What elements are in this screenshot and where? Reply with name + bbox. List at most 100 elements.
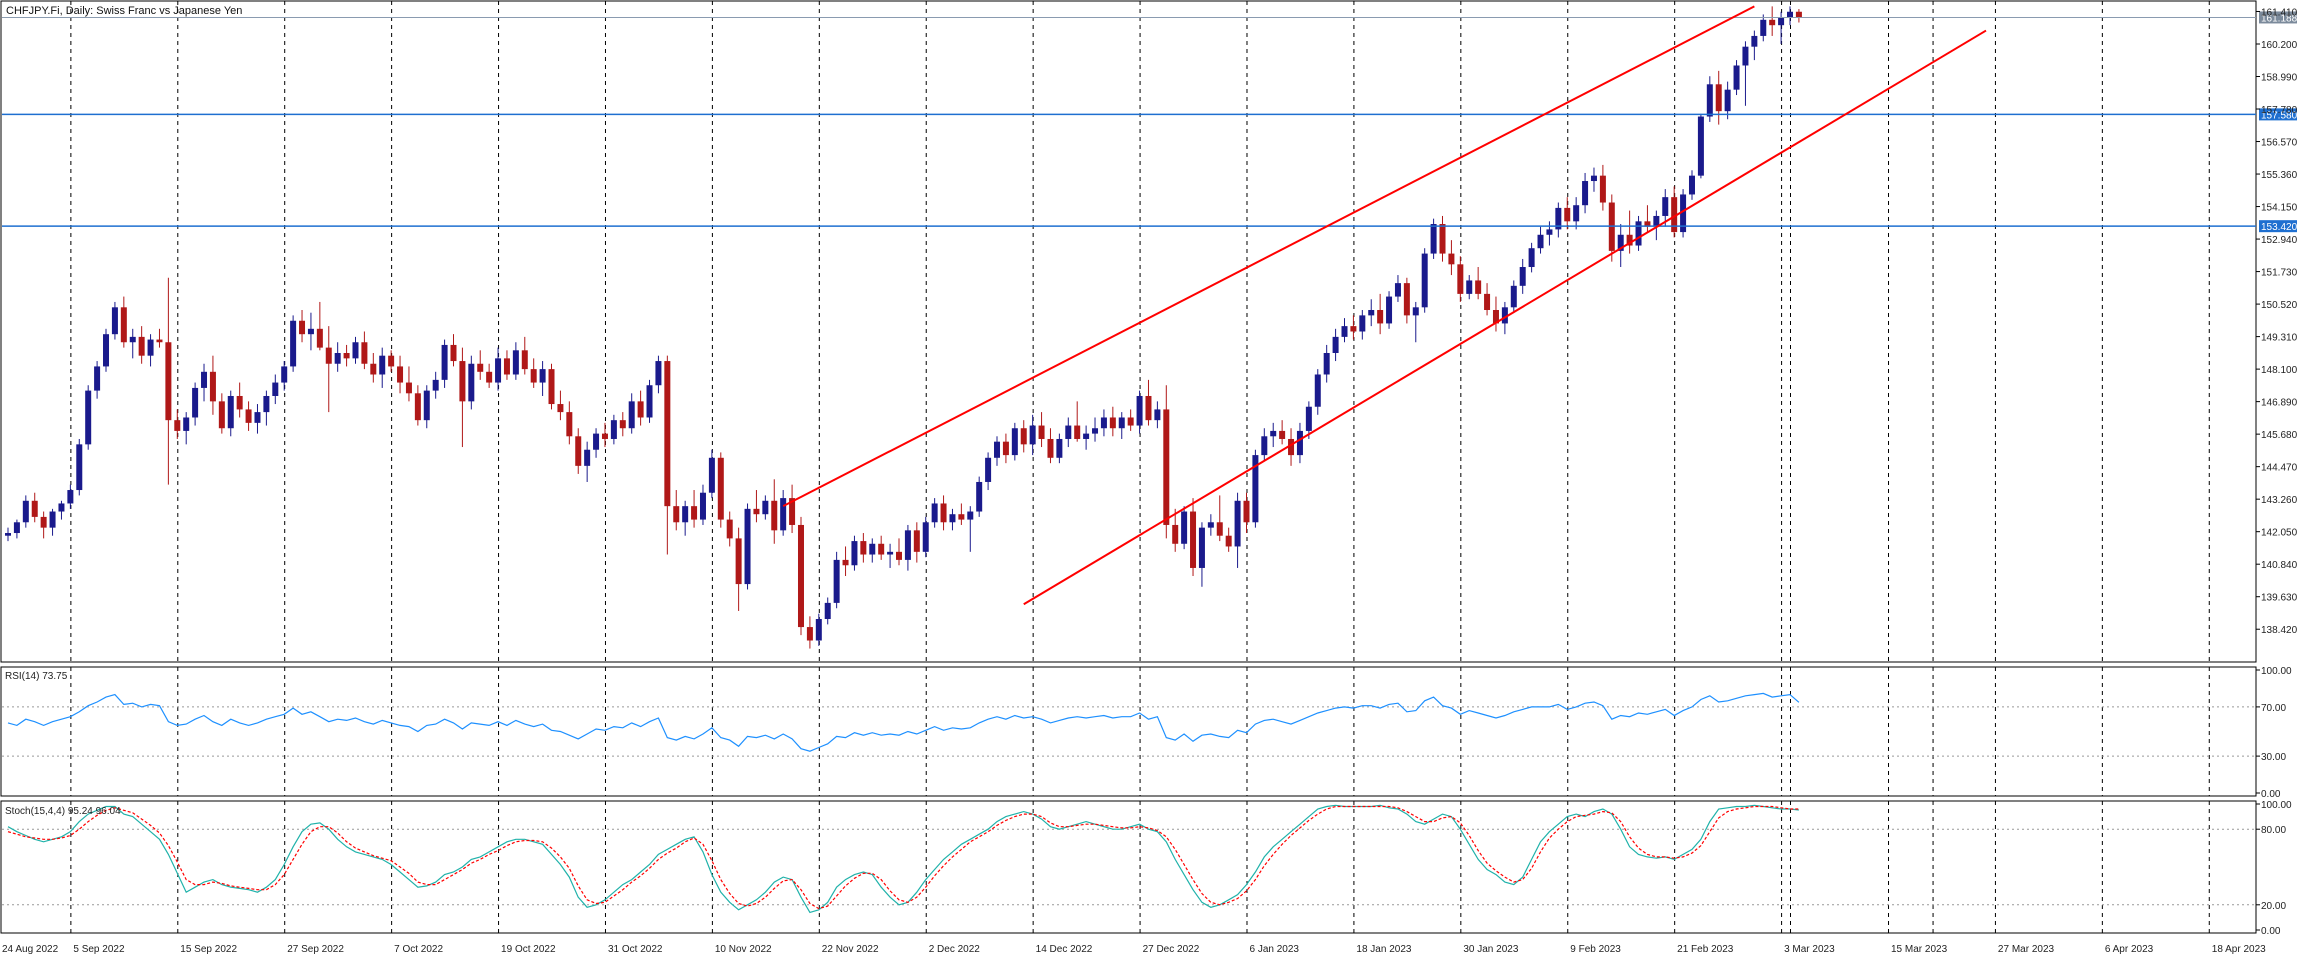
- price-tick-label: 152.940: [2261, 235, 2298, 246]
- candle: [272, 374, 279, 405]
- candle: [1653, 210, 1660, 241]
- candle: [1270, 422, 1277, 448]
- candle-body: [1011, 428, 1018, 456]
- candle-body: [913, 530, 920, 552]
- horizontal-lines[interactable]: 157.580 153.420 161.188: [2, 11, 2298, 233]
- candle-body: [1662, 197, 1669, 216]
- candle: [1109, 406, 1116, 437]
- candle: [887, 543, 894, 568]
- candle-body: [762, 500, 769, 515]
- candle: [1457, 256, 1464, 302]
- price-tick-label: 139.630: [2261, 593, 2298, 604]
- candle: [1074, 401, 1081, 442]
- candle-body: [1653, 215, 1660, 227]
- candle: [815, 613, 822, 646]
- candle: [397, 355, 404, 394]
- candle: [940, 495, 947, 531]
- candle-body: [307, 328, 314, 335]
- candle: [1323, 344, 1330, 383]
- x-tick-label: 18 Jan 2023: [1356, 944, 1411, 955]
- candle: [111, 301, 118, 340]
- candle: [1403, 277, 1410, 324]
- candle-body: [593, 433, 600, 450]
- trendline[interactable]: [1023, 29, 1987, 606]
- candle: [147, 334, 154, 367]
- candle: [1528, 242, 1535, 273]
- candle: [1368, 299, 1375, 327]
- candle-body: [994, 441, 1001, 458]
- candle-body: [575, 436, 582, 466]
- candle-body: [503, 358, 510, 375]
- candle: [1546, 221, 1553, 246]
- candle-body: [1368, 310, 1375, 316]
- trendline[interactable]: [782, 5, 1755, 508]
- candle: [1288, 428, 1295, 466]
- price-tick-label: 160.200: [2261, 40, 2298, 51]
- candle-body: [521, 350, 528, 370]
- candle: [495, 347, 502, 391]
- price-tick-label: 140.840: [2261, 560, 2298, 571]
- x-tick-label: 3 Mar 2023: [1784, 944, 1835, 955]
- candle-body: [5, 533, 11, 536]
- trendlines[interactable]: [782, 5, 1987, 606]
- candle-body: [1635, 221, 1642, 246]
- candle: [76, 438, 83, 496]
- rsi-tick-label: 70.00: [2261, 703, 2286, 714]
- candle: [414, 385, 421, 426]
- candle: [1394, 275, 1401, 302]
- stoch-panel[interactable]: 100.00 80.00 20.00 0.00 Stoch(15,4,4) 95.24…: [0, 800, 2292, 937]
- stoch-grid: [70, 801, 2210, 933]
- candle: [1163, 385, 1170, 539]
- candle-body: [1243, 500, 1250, 523]
- candle-body: [1644, 221, 1651, 227]
- candle-body: [111, 307, 118, 335]
- candle-body: [40, 516, 47, 528]
- candle: [1314, 369, 1321, 415]
- candle-body: [1386, 296, 1393, 324]
- candle-body: [1466, 280, 1473, 294]
- stoch-axis: 100.00 80.00 20.00 0.00: [2256, 800, 2292, 937]
- candle: [1635, 215, 1642, 251]
- candle-body: [557, 404, 564, 413]
- candle-body: [1510, 285, 1517, 308]
- candle: [682, 500, 689, 536]
- chart-title: CHFJPY.Fi, Daily: Swiss Franc vs Japanes…: [6, 5, 242, 17]
- candle-body: [1038, 425, 1045, 439]
- candle: [1279, 420, 1286, 445]
- candle: [1234, 492, 1241, 568]
- x-tick-label: 10 Nov 2022: [715, 944, 772, 955]
- candle-body: [1688, 175, 1695, 195]
- candle-body: [1207, 522, 1214, 528]
- candle: [1439, 215, 1446, 262]
- candle: [22, 495, 29, 528]
- candle-body: [1118, 417, 1125, 429]
- candle-body: [1181, 511, 1188, 544]
- candle: [379, 347, 386, 388]
- candle: [976, 476, 983, 517]
- candle: [904, 524, 911, 571]
- candle: [521, 336, 528, 375]
- candle-body: [1065, 425, 1072, 439]
- candle: [1412, 301, 1419, 343]
- hline-price-label: 157.580: [2261, 110, 2298, 121]
- candle: [1127, 409, 1134, 431]
- x-tick-label: 15 Mar 2023: [1891, 944, 1948, 955]
- candle-body: [165, 342, 172, 421]
- x-tick-label: 9 Feb 2023: [1570, 944, 1621, 955]
- candle-body: [1172, 524, 1179, 544]
- candle: [5, 527, 11, 542]
- candle: [806, 616, 813, 649]
- rsi-tick-label: 30.00: [2261, 752, 2286, 763]
- candle: [1680, 189, 1687, 238]
- candle-body: [1778, 17, 1785, 26]
- candle-body: [726, 519, 733, 539]
- candle-body: [325, 347, 332, 364]
- candle: [388, 350, 395, 372]
- candle-body: [1795, 11, 1802, 18]
- candle-body: [548, 369, 555, 405]
- price-panel[interactable]: 157.580 153.420 161.188 138.420 139.630 140.…: [0, 0, 2298, 663]
- candle: [1029, 414, 1036, 456]
- rsi-panel[interactable]: 100.00 70.00 30.00 0.00 RSI(14) 73.75: [0, 666, 2292, 800]
- candle: [477, 350, 484, 380]
- candle-body: [1555, 207, 1562, 230]
